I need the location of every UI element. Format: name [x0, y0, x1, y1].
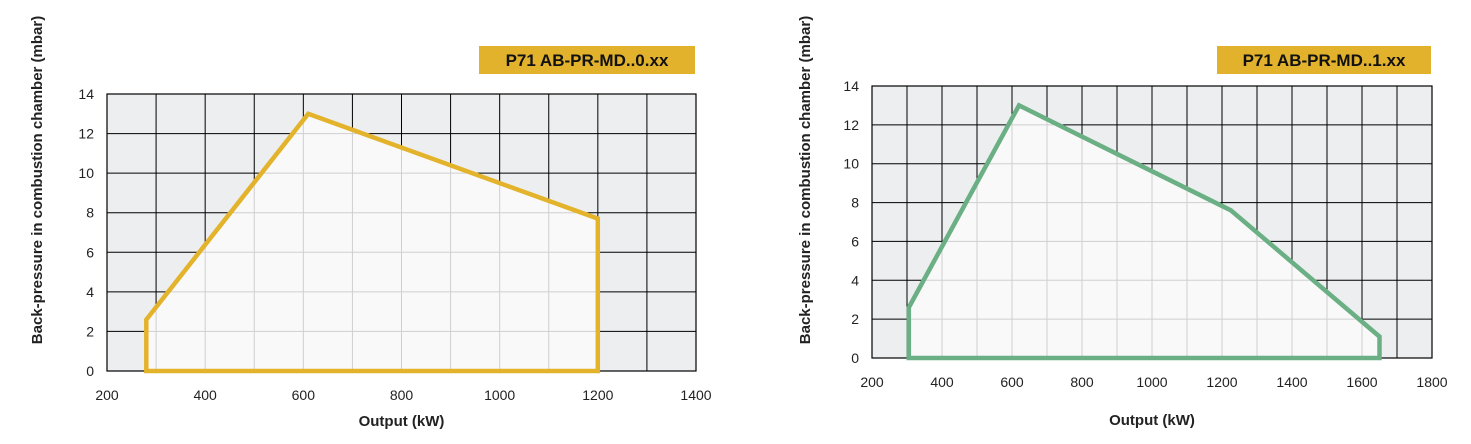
x-tick-label: 1200	[582, 387, 613, 403]
chart-1: 0 2 4 6 8 10 12 14 200 400 600 800 1000 1200 1400 Outpu…	[29, 16, 712, 430]
x-tick-label: 200	[860, 374, 884, 390]
y-tick-label: 0	[851, 350, 859, 366]
model-badge	[1217, 46, 1431, 74]
y-tick-label: 10	[843, 156, 859, 172]
x-tick-label: 1400	[1276, 374, 1307, 390]
y-tick-label: 10	[78, 165, 94, 181]
y-tick-label: 6	[86, 244, 94, 260]
y-tick-label: 14	[78, 86, 94, 102]
y-tick-label: 2	[86, 323, 94, 339]
x-tick-label: 1400	[680, 387, 711, 403]
y-axis-label: Back-pressure in combustion chamber (mba…	[797, 16, 814, 344]
y-tick-label: 2	[851, 311, 859, 327]
x-tick-label: 600	[1000, 374, 1024, 390]
chart-title: P71 AB-PR-MD..0.xx	[506, 51, 669, 70]
model-badge	[479, 46, 695, 74]
x-tick-label: 1600	[1346, 374, 1377, 390]
operating-region-outline	[144, 111, 601, 374]
y-tick-label: 12	[843, 117, 859, 133]
y-tick-label: 6	[851, 233, 859, 249]
x-tick-label: 1800	[1416, 374, 1447, 390]
x-tick-label: 400	[193, 387, 217, 403]
x-tick-label: 200	[95, 387, 119, 403]
x-tick-label: 600	[292, 387, 316, 403]
y-tick-label: 8	[86, 205, 94, 221]
x-tick-label: 400	[930, 374, 954, 390]
x-tick-label: 800	[1070, 374, 1094, 390]
x-axis-label: Output (kW)	[359, 413, 445, 430]
y-tick-label: 4	[86, 284, 94, 300]
x-tick-label: 1200	[1206, 374, 1237, 390]
x-axis-label: Output (kW)	[1109, 412, 1195, 429]
y-tick-label: 14	[843, 78, 859, 94]
chart-title: P71 AB-PR-MD..1.xx	[1243, 51, 1406, 70]
y-tick-label: 8	[851, 195, 859, 211]
y-tick-label: 4	[851, 272, 859, 288]
x-tick-label: 1000	[1136, 374, 1167, 390]
y-axis-label: Back-pressure in combustion chamber (mba…	[29, 16, 46, 344]
x-tick-label: 800	[390, 387, 414, 403]
y-tick-label: 0	[86, 363, 94, 379]
x-tick-label: 1000	[484, 387, 515, 403]
y-tick-label: 12	[78, 126, 94, 142]
chart-2: 0 2 4 6 8 10 12 14 200 400 600 800 1000 1200 1400 1600 1…	[797, 16, 1448, 429]
